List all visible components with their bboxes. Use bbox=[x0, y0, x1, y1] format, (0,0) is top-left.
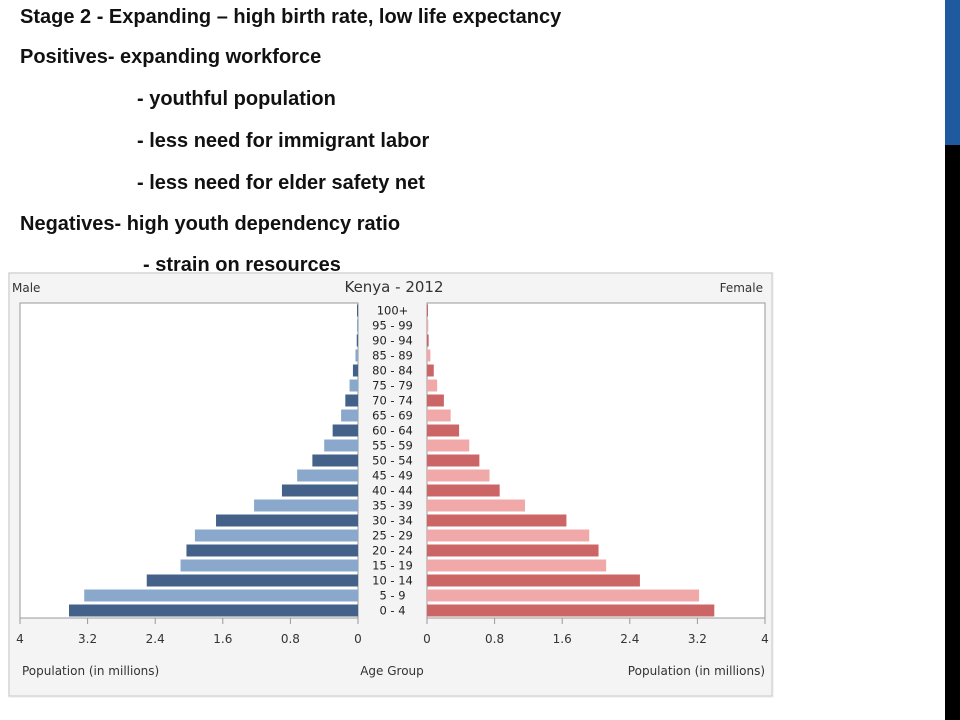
x-tick-label: 0 bbox=[354, 632, 362, 646]
male-bar bbox=[146, 574, 358, 587]
female-bar bbox=[427, 319, 429, 332]
female-bar bbox=[427, 574, 640, 587]
male-bar bbox=[312, 454, 358, 467]
female-bar bbox=[427, 439, 470, 452]
age-group-label: 85 - 89 bbox=[372, 349, 413, 363]
age-group-label: 15 - 19 bbox=[372, 559, 413, 573]
age-group-label: 0 - 4 bbox=[379, 604, 405, 618]
male-bar bbox=[349, 379, 358, 392]
male-bar bbox=[186, 544, 358, 557]
male-bar bbox=[356, 334, 358, 347]
age-group-label: 40 - 44 bbox=[372, 484, 413, 498]
age-group-label: 80 - 84 bbox=[372, 364, 413, 378]
x-tick-label: 0.8 bbox=[281, 632, 300, 646]
x-tick-label: 4 bbox=[16, 632, 24, 646]
accent-bar-black bbox=[945, 145, 960, 720]
female-bar bbox=[427, 394, 444, 407]
positive-item: - less need for elder safety net bbox=[137, 172, 425, 194]
male-bar bbox=[324, 439, 358, 452]
x-tick-label: 3.2 bbox=[688, 632, 707, 646]
positives-heading: Positives- expanding workforce bbox=[20, 46, 322, 68]
female-bar bbox=[427, 529, 590, 542]
female-bar bbox=[427, 589, 700, 602]
age-group-label: 5 - 9 bbox=[379, 589, 405, 603]
age-group-label: 65 - 69 bbox=[372, 409, 413, 423]
age-group-label: 75 - 79 bbox=[372, 379, 413, 393]
negative-item: - strain on resources bbox=[143, 254, 341, 276]
male-bar bbox=[254, 499, 358, 512]
x-tick-label: 4 bbox=[761, 632, 769, 646]
female-label: Female bbox=[720, 281, 763, 295]
age-group-label: 45 - 49 bbox=[372, 469, 413, 483]
positive-item: - less need for immigrant labor bbox=[137, 130, 430, 152]
female-bar bbox=[427, 559, 607, 572]
male-bar bbox=[355, 349, 358, 362]
age-group-label: 20 - 24 bbox=[372, 544, 413, 558]
female-bar bbox=[427, 514, 567, 527]
x-axis-label-left: Population (in millions) bbox=[22, 664, 159, 678]
x-axis-label-center: Age Group bbox=[360, 664, 424, 678]
male-bar bbox=[69, 604, 358, 617]
age-group-label: 35 - 39 bbox=[372, 499, 413, 513]
female-bar bbox=[427, 409, 451, 422]
stage-heading: Stage 2 - Expanding – high birth rate, l… bbox=[20, 6, 562, 28]
accent-bar-blue bbox=[945, 0, 960, 145]
female-bar bbox=[427, 544, 599, 557]
age-group-label: 55 - 59 bbox=[372, 439, 413, 453]
male-bar bbox=[332, 424, 358, 437]
population-pyramid-chart: Kenya - 2012 Male Female 100+ 95 - 99 90 -… bbox=[8, 272, 774, 698]
female-bar bbox=[427, 424, 460, 437]
age-group-label: 90 - 94 bbox=[372, 334, 413, 348]
x-tick-label: 0 bbox=[423, 632, 431, 646]
male-bar bbox=[194, 529, 358, 542]
female-bar bbox=[427, 499, 526, 512]
female-bar bbox=[427, 349, 431, 362]
age-group-label: 60 - 64 bbox=[372, 424, 413, 438]
age-group-label: 50 - 54 bbox=[372, 454, 413, 468]
age-group-label: 10 - 14 bbox=[372, 574, 413, 588]
female-bar bbox=[427, 484, 500, 497]
x-tick-label: 2.4 bbox=[620, 632, 639, 646]
x-tick-label: 3.2 bbox=[78, 632, 97, 646]
chart-frame bbox=[8, 272, 773, 697]
male-bar bbox=[352, 364, 358, 377]
x-tick-label: 1.6 bbox=[213, 632, 232, 646]
male-bar bbox=[341, 409, 358, 422]
positive-item: - youthful population bbox=[137, 88, 336, 110]
age-group-label: 25 - 29 bbox=[372, 529, 413, 543]
female-bar bbox=[427, 379, 438, 392]
male-bar bbox=[216, 514, 358, 527]
male-bar bbox=[357, 304, 358, 317]
x-tick-label: 1.6 bbox=[553, 632, 572, 646]
female-bar bbox=[427, 469, 490, 482]
male-bar bbox=[357, 319, 358, 332]
age-group-label: 95 - 99 bbox=[372, 319, 413, 333]
x-tick-label: 0.8 bbox=[485, 632, 504, 646]
male-bar bbox=[281, 484, 358, 497]
negatives-heading: Negatives- high youth dependency ratio bbox=[20, 213, 401, 235]
age-group-label: 70 - 74 bbox=[372, 394, 413, 408]
female-bar bbox=[427, 454, 480, 467]
x-axis-label-right: Population (in millions) bbox=[628, 664, 765, 678]
x-tick-label: 2.4 bbox=[146, 632, 165, 646]
female-bar bbox=[427, 604, 715, 617]
male-bar bbox=[84, 589, 358, 602]
male-bar bbox=[345, 394, 358, 407]
male-bar bbox=[297, 469, 358, 482]
age-group-label: 30 - 34 bbox=[372, 514, 413, 528]
male-bar bbox=[180, 559, 358, 572]
female-bar bbox=[427, 364, 434, 377]
chart-title: Kenya - 2012 bbox=[344, 278, 443, 296]
female-bar bbox=[427, 304, 428, 317]
male-label: Male bbox=[12, 281, 40, 295]
female-bar bbox=[427, 334, 429, 347]
age-group-label: 100+ bbox=[377, 304, 409, 318]
